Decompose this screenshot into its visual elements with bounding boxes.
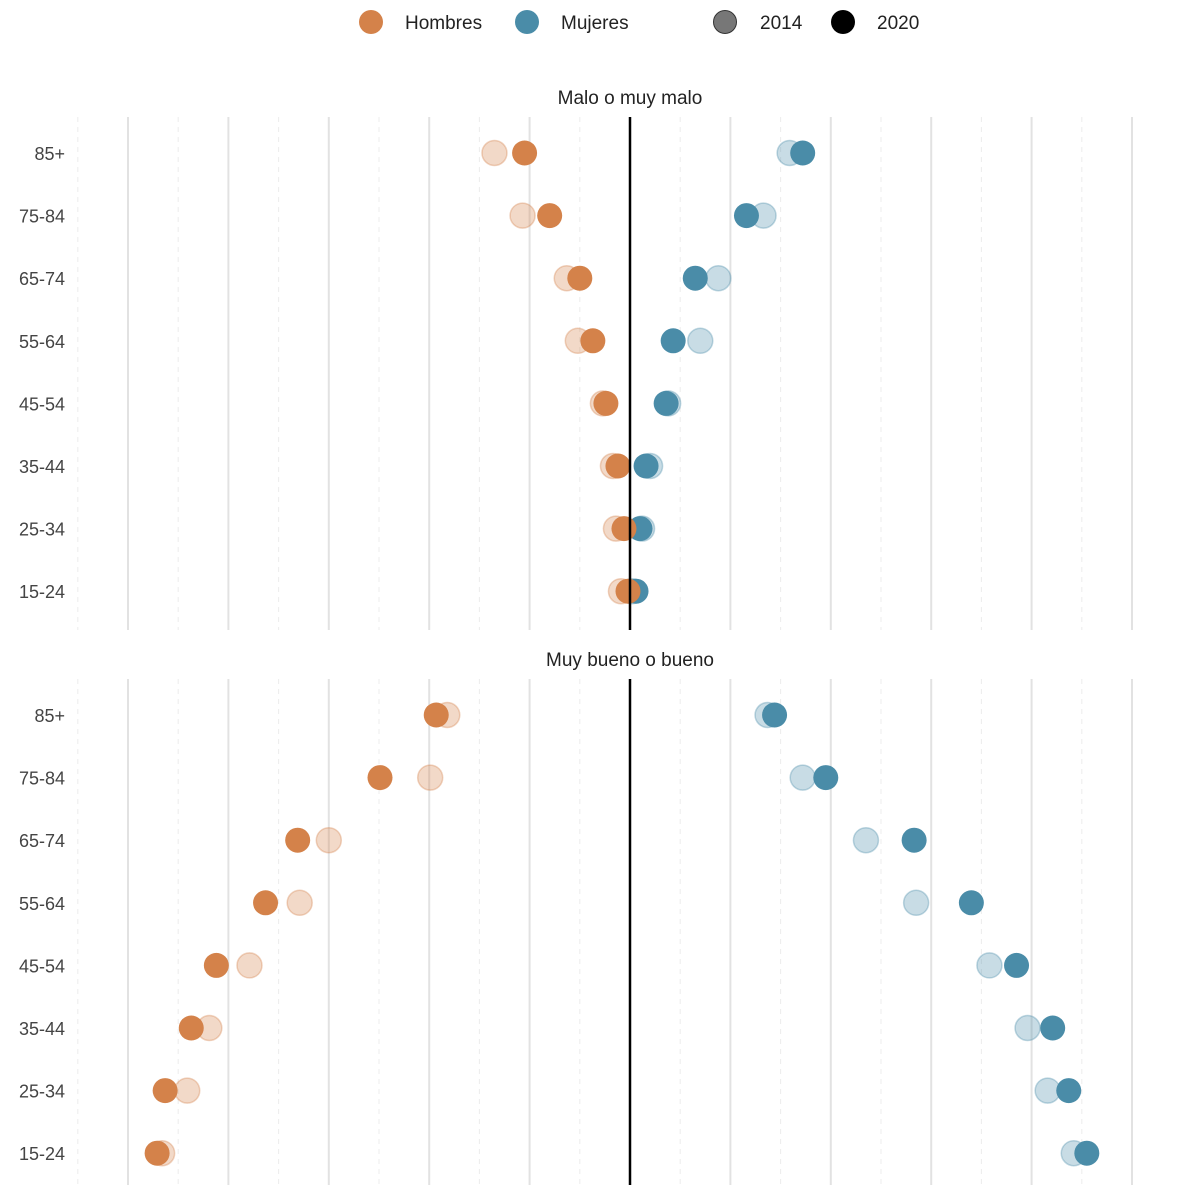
point-bueno-hombres-2014 (416, 764, 444, 791)
point-bueno-hombres-2020 (178, 1015, 204, 1041)
point-bueno-hombres-2020 (144, 1140, 170, 1166)
point-malo-mujeres-2014 (687, 327, 714, 355)
category-label-malo: 35-44 (19, 457, 65, 477)
category-label-malo: 75-84 (19, 207, 65, 227)
legend-2014-label: 2014 (760, 13, 803, 34)
legend-2020-marker (831, 10, 855, 34)
point-malo-hombres-2020 (537, 203, 563, 229)
point-malo-hombres-2020 (580, 328, 606, 354)
point-malo-mujeres-2020 (682, 265, 708, 291)
point-malo-hombres-2020 (567, 265, 593, 291)
point-bueno-hombres-2020 (423, 702, 449, 728)
legend: Hombres Mujeres 2014 2020 (359, 10, 919, 34)
category-label-malo: 85+ (34, 144, 65, 164)
panel-bueno: Muy bueno o bueno 85+ 75-84 65-74 55-64 45-5… (19, 650, 1133, 1185)
point-malo-hombres-2020 (605, 453, 631, 479)
legend-hombres-marker (359, 10, 383, 34)
category-label-malo: 55-64 (19, 332, 65, 352)
point-bueno-hombres-2020 (285, 827, 311, 853)
point-malo-hombres-2014 (509, 202, 536, 229)
panel-bueno-points (144, 701, 1100, 1167)
category-label-bueno: 35-44 (19, 1019, 65, 1039)
point-bueno-mujeres-2020 (901, 827, 927, 853)
point-bueno-mujeres-2014 (1014, 1014, 1041, 1042)
category-label-malo: 15-24 (19, 582, 65, 602)
panel-malo-title: Malo o muy malo (558, 88, 703, 109)
point-malo-hombres-2014 (481, 139, 508, 167)
panel-malo-grid (77, 117, 1133, 630)
point-malo-mujeres-2014 (705, 264, 732, 292)
point-bueno-hombres-2014 (173, 1077, 201, 1104)
point-bueno-mujeres-2014 (976, 952, 1003, 979)
point-malo-mujeres-2020 (633, 453, 659, 479)
panel-malo-category-labels: 85+ 75-84 65-74 55-64 45-54 35-44 25-34 15-24 (19, 144, 65, 602)
point-bueno-hombres-2020 (152, 1078, 178, 1104)
point-bueno-mujeres-2020 (1040, 1015, 1066, 1041)
point-bueno-mujeres-2020 (1056, 1078, 1082, 1104)
point-bueno-hombres-2014 (315, 826, 343, 854)
point-malo-mujeres-2020 (790, 140, 816, 166)
legend-mujeres-marker (515, 10, 539, 34)
legend-mujeres-label: Mujeres (561, 13, 629, 34)
category-label-bueno: 25-34 (19, 1082, 65, 1102)
panel-bueno-grid (77, 679, 1133, 1185)
panel-bueno-category-labels: 85+ 75-84 65-74 55-64 45-54 35-44 25-34 15-24 (19, 706, 65, 1164)
point-malo-mujeres-2020 (653, 390, 679, 416)
category-label-malo: 45-54 (19, 394, 65, 414)
point-bueno-mujeres-2020 (762, 702, 788, 728)
panel-malo: Malo o muy malo 85+ 75-84 65-74 55-64 45-54 3… (19, 88, 1133, 630)
point-malo-hombres-2020 (611, 516, 637, 542)
legend-2014-marker (713, 10, 737, 34)
panel-malo-points (481, 139, 816, 605)
point-bueno-mujeres-2020 (813, 765, 839, 791)
category-label-malo: 65-74 (19, 269, 65, 289)
point-bueno-hombres-2014 (236, 952, 263, 979)
category-label-malo: 25-34 (19, 520, 65, 540)
point-bueno-hombres-2014 (286, 889, 313, 917)
point-malo-mujeres-2020 (660, 328, 686, 354)
point-bueno-mujeres-2020 (958, 890, 984, 916)
category-label-bueno: 85+ (34, 706, 65, 726)
point-malo-mujeres-2020 (733, 203, 759, 229)
category-label-bueno: 75-84 (19, 769, 65, 789)
point-bueno-hombres-2020 (203, 952, 229, 978)
category-label-bueno: 65-74 (19, 831, 65, 851)
point-bueno-mujeres-2014 (852, 826, 880, 854)
point-malo-hombres-2020 (593, 390, 619, 416)
point-malo-hombres-2020 (512, 140, 538, 166)
point-bueno-mujeres-2014 (902, 889, 930, 917)
point-bueno-mujeres-2020 (1004, 952, 1030, 978)
point-bueno-hombres-2020 (253, 890, 279, 916)
panel-bueno-title: Muy bueno o bueno (546, 650, 714, 671)
point-bueno-mujeres-2014 (789, 764, 816, 791)
point-malo-hombres-2020 (615, 578, 641, 604)
legend-hombres-label: Hombres (405, 13, 482, 34)
point-bueno-hombres-2020 (367, 765, 393, 791)
category-label-bueno: 45-54 (19, 956, 65, 976)
category-label-bueno: 15-24 (19, 1144, 65, 1164)
legend-2020-label: 2020 (877, 13, 919, 34)
point-bueno-mujeres-2020 (1074, 1140, 1100, 1166)
category-label-bueno: 55-64 (19, 894, 65, 914)
